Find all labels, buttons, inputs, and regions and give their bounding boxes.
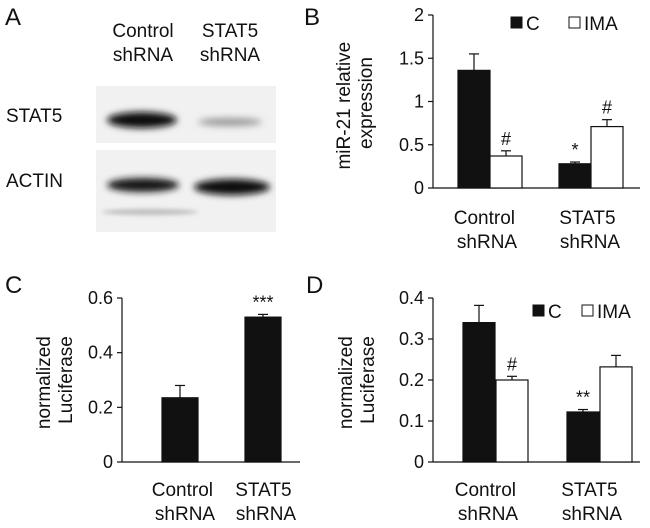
y-tick-label: 2 — [414, 5, 424, 25]
chart-c-ylabel: normalized Luciferase — [34, 331, 77, 429]
chart-b-xtick-line1: STAT5 — [559, 208, 615, 229]
y-tick-label: 0.6 — [88, 288, 113, 308]
panel-letter-c: C — [5, 272, 23, 299]
y-tick-label: 0.2 — [88, 397, 113, 417]
y-tick-label: 0.4 — [88, 343, 113, 363]
blot-row-label-actin: ACTIN — [6, 171, 63, 192]
chart-b-ylabel: miR-21 relative expression — [334, 36, 377, 169]
chart-c-xtick-line2: shRNA — [155, 504, 216, 525]
chart-b-xtick-line2: shRNA — [560, 232, 621, 253]
panel-letter-d: D — [306, 272, 324, 299]
y-tick-label: 1 — [414, 92, 424, 112]
blot-lane-label-line1: Control — [112, 21, 174, 42]
chart-b-ylabel-line1: miR-21 relative — [334, 42, 355, 170]
chart-d-ylabel-line2: Luciferase — [358, 336, 379, 424]
chart-d-xtick-control: Control shRNA — [455, 480, 522, 525]
significance-mark: ** — [576, 388, 590, 408]
panel-letter-a: A — [5, 4, 22, 31]
y-tick-label: 0 — [103, 452, 113, 472]
blot-band-actin-knockdown — [194, 179, 270, 195]
blot-band-stat5-knockdown — [198, 118, 262, 126]
chart-d-legend-swatch-c — [532, 304, 545, 317]
bar — [495, 379, 529, 463]
chart-b-xtick-control: Control shRNA — [454, 208, 521, 253]
chart-d-legend-label-c: C — [548, 302, 562, 323]
y-tick-label: 0 — [414, 178, 424, 198]
significance-mark: # — [501, 129, 511, 149]
chart-b-xtick-line1: Control — [454, 208, 515, 229]
chart-c-xtick-line1: STAT5 — [235, 480, 291, 501]
bar — [566, 411, 600, 463]
chart-d-xtick-line2: shRNA — [562, 504, 623, 525]
y-tick-label: 0.1 — [399, 411, 424, 431]
chart-d-legend-swatch-ima — [581, 304, 594, 317]
chart-d-ylabel: normalized Luciferase — [336, 331, 379, 429]
y-tick-label: 1.5 — [399, 48, 424, 68]
bar — [244, 316, 282, 463]
blot-lane-label-line2: shRNA — [112, 45, 174, 66]
blot-band-stat5-control — [107, 112, 177, 128]
blot-lane-label-control: Control shRNA — [98, 20, 188, 68]
chart-c-ylabel-line2: Luciferase — [56, 336, 77, 424]
blot-lane-label-line1: STAT5 — [201, 21, 259, 42]
chart-b-xtick-line2: shRNA — [457, 232, 518, 253]
bar — [462, 322, 496, 463]
chart-d-xtick-line2: shRNA — [458, 504, 519, 525]
y-tick-label: 0.5 — [399, 135, 424, 155]
chart-d-ylabel-line1: normalized — [336, 336, 357, 429]
chart-c-xtick-line2: shRNA — [236, 504, 297, 525]
significance-mark: # — [507, 354, 517, 374]
chart-c-ylabel-line1: normalized — [34, 336, 55, 429]
y-tick-label: 0 — [414, 452, 424, 472]
y-tick-label: 0.3 — [399, 329, 424, 349]
bar — [161, 397, 199, 463]
chart-b-legend-swatch-c — [510, 16, 523, 29]
chart-b-legend-label-ima: IMA — [584, 14, 618, 35]
y-tick-label: 0.2 — [399, 370, 424, 390]
significance-mark: * — [571, 140, 578, 160]
blot-lane-label-line2: shRNA — [199, 45, 261, 66]
chart-b-xtick-stat5: STAT5 shRNA — [559, 208, 621, 253]
bar — [599, 366, 633, 463]
blot-band-actin-control — [107, 178, 179, 192]
chart-c-xtick-line1: Control — [152, 480, 213, 501]
chart-b-legend-swatch-ima — [568, 16, 581, 29]
blot-row-label-stat5: STAT5 — [6, 106, 63, 127]
bar — [489, 155, 523, 189]
chart-b-legend-label-c: C — [526, 14, 540, 35]
significance-mark: *** — [252, 292, 273, 312]
blot-smear-actin — [102, 209, 198, 215]
bar — [457, 69, 491, 189]
chart-d-xtick-stat5: STAT5 shRNA — [561, 480, 623, 525]
bar — [590, 125, 624, 189]
chart-d-xtick-line1: STAT5 — [561, 480, 617, 501]
panel-letter-b: B — [304, 4, 321, 31]
chart-c-xtick-control: Control shRNA — [152, 480, 219, 525]
significance-mark: # — [602, 98, 612, 118]
chart-c-xtick-stat5: STAT5 shRNA — [235, 480, 297, 525]
blot-lane-label-stat5: STAT5 shRNA — [190, 20, 270, 68]
chart-d-xtick-line1: Control — [455, 480, 516, 501]
chart-d-legend-label-ima: IMA — [597, 302, 631, 323]
y-tick-label: 0.4 — [399, 288, 424, 308]
chart-b-ylabel-line2: expression — [356, 57, 377, 149]
